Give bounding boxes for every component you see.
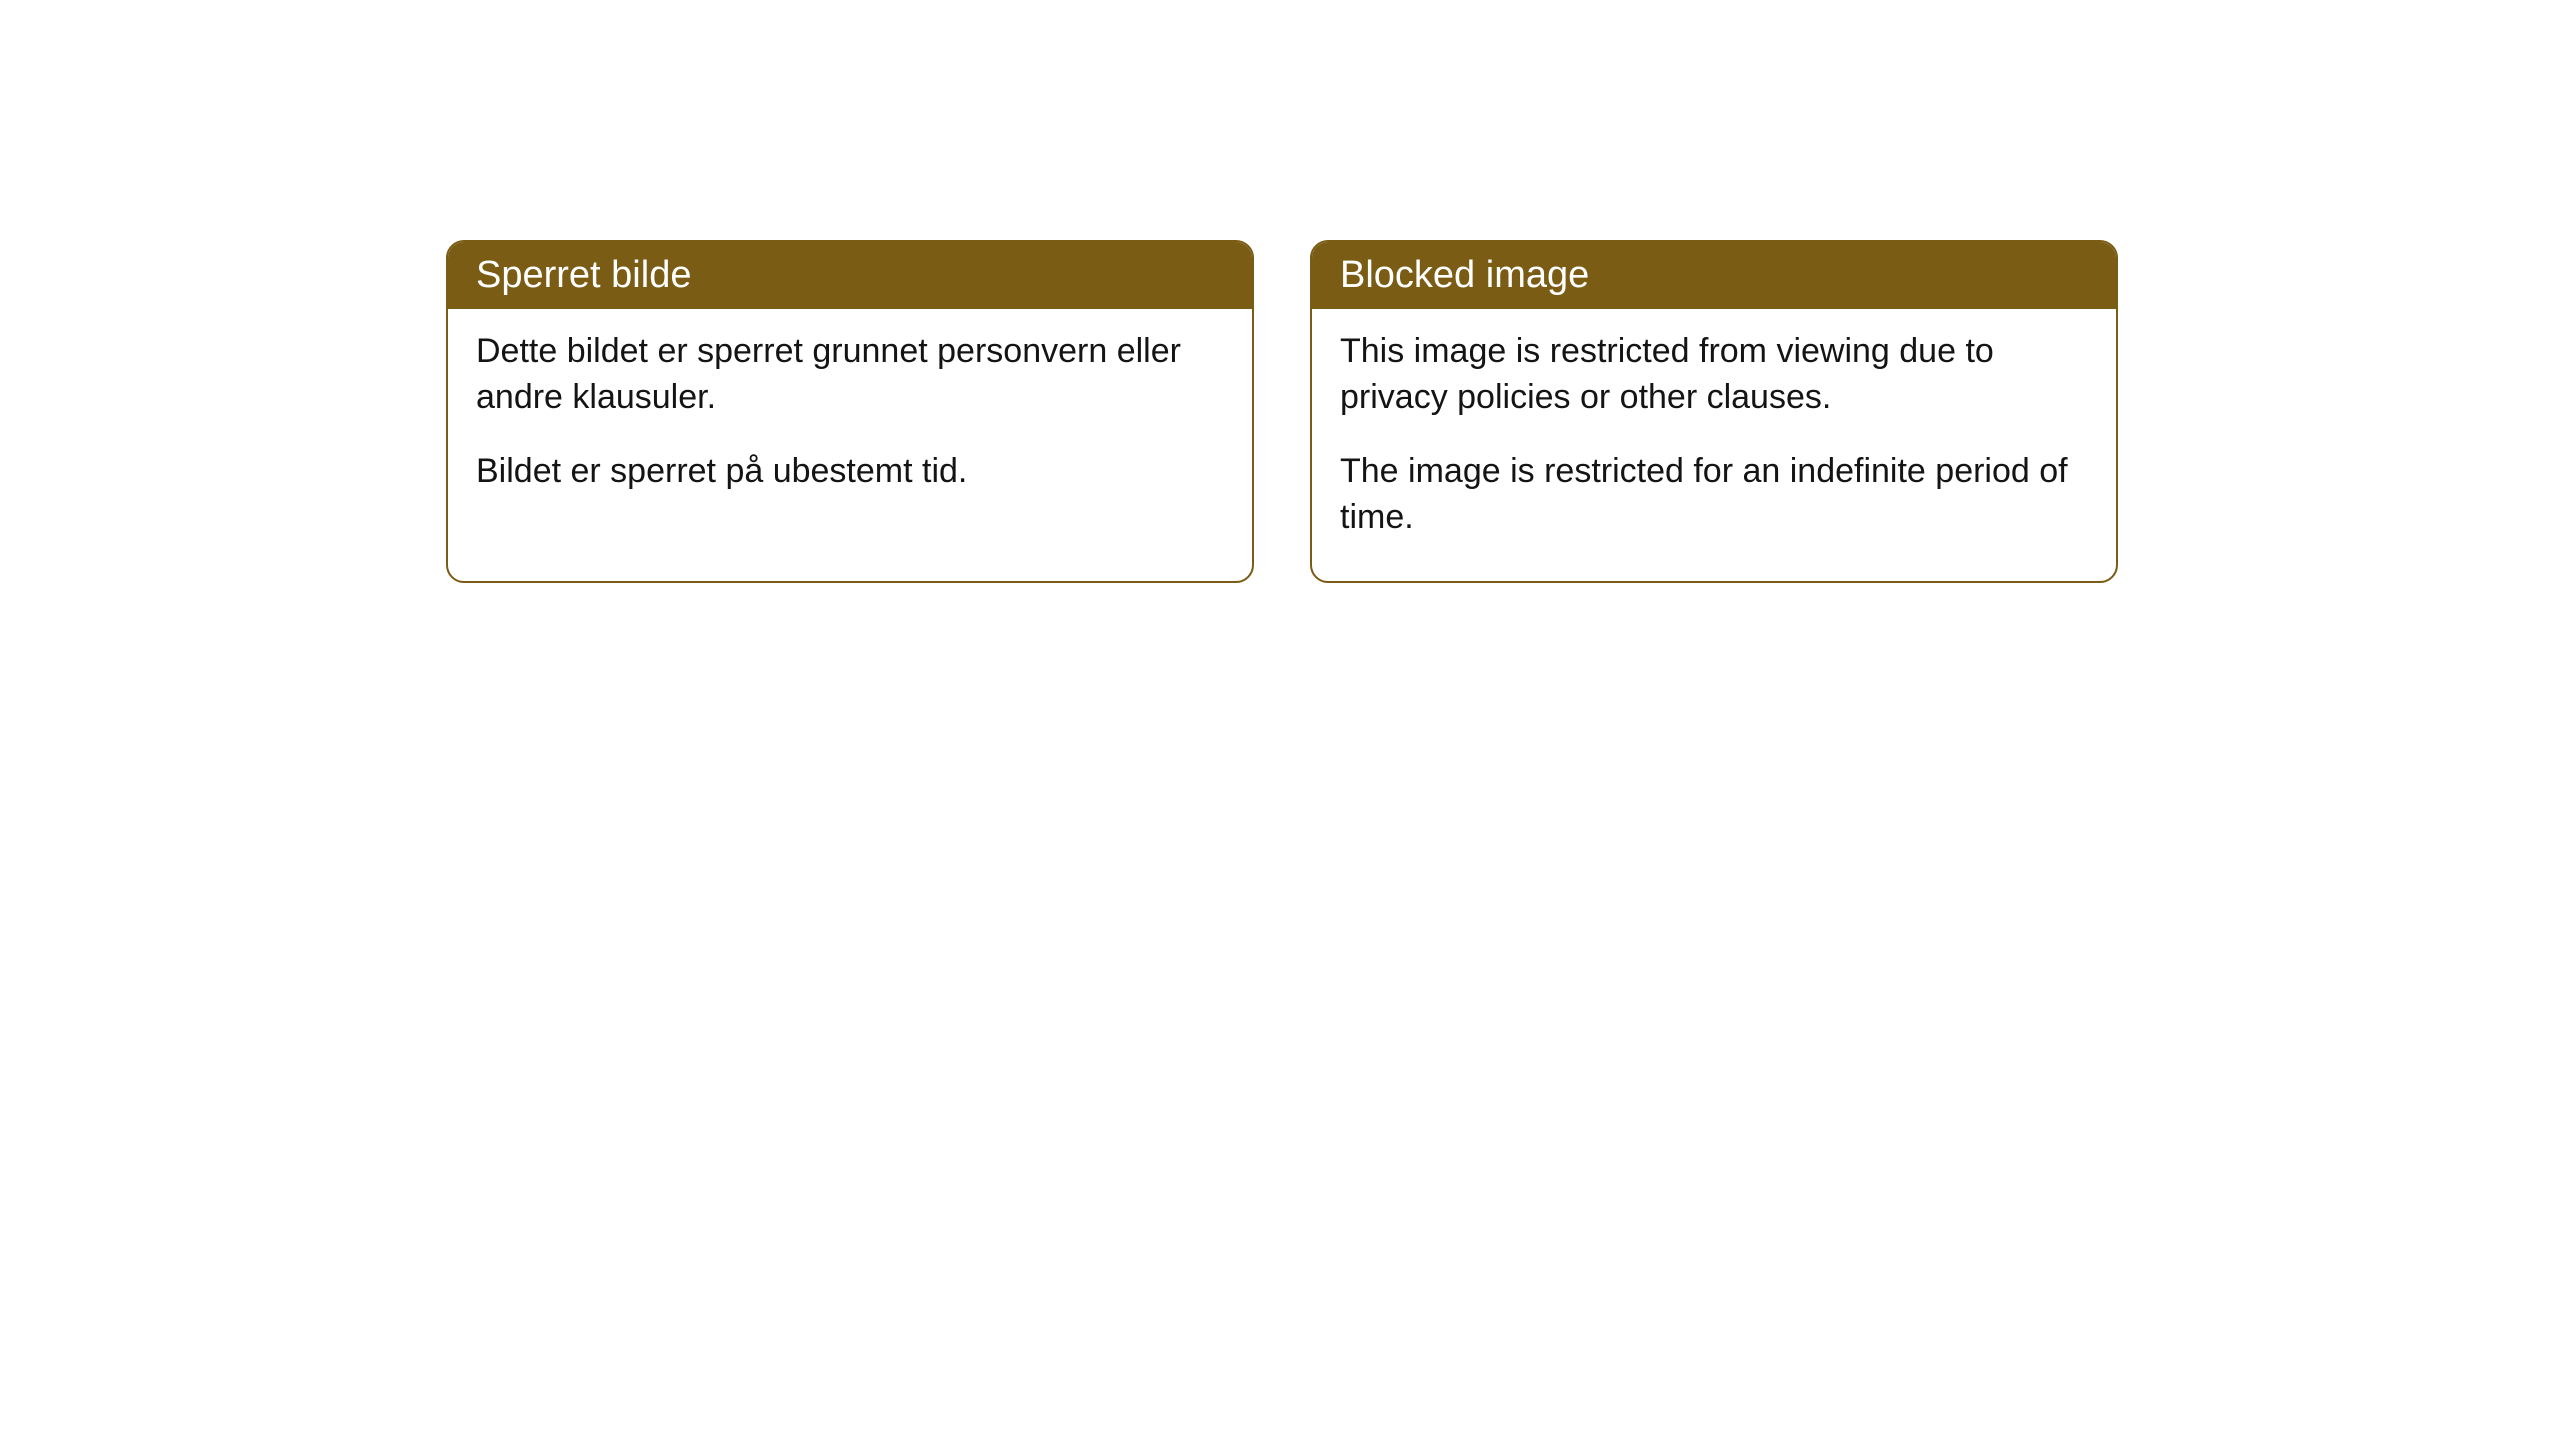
notice-body: This image is restricted from viewing du… xyxy=(1312,309,2116,581)
notice-header: Blocked image xyxy=(1312,242,2116,309)
notice-header: Sperret bilde xyxy=(448,242,1252,309)
notice-paragraph: This image is restricted from viewing du… xyxy=(1340,329,2088,421)
notice-paragraph: Dette bildet er sperret grunnet personve… xyxy=(476,329,1224,421)
notice-box-english: Blocked image This image is restricted f… xyxy=(1310,240,2118,583)
notice-body: Dette bildet er sperret grunnet personve… xyxy=(448,309,1252,535)
notice-paragraph: The image is restricted for an indefinit… xyxy=(1340,449,2088,541)
notice-box-norwegian: Sperret bilde Dette bildet er sperret gr… xyxy=(446,240,1254,583)
notice-paragraph: Bildet er sperret på ubestemt tid. xyxy=(476,449,1224,495)
notices-container: Sperret bilde Dette bildet er sperret gr… xyxy=(446,240,2118,583)
